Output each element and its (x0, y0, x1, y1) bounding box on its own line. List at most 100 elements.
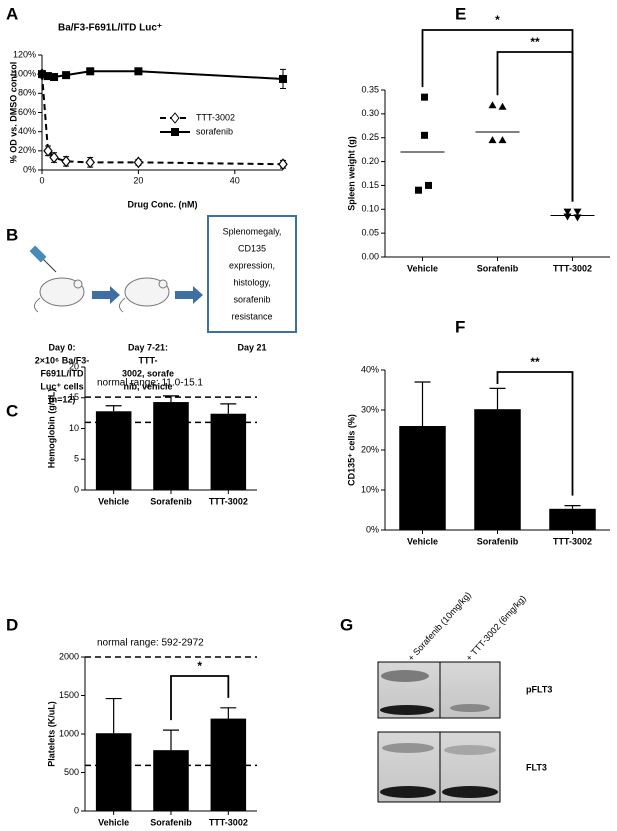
box-text: histology, (233, 277, 270, 287)
y-tick-label: 0.00 (361, 251, 379, 261)
point (563, 213, 572, 221)
lane-label: + Sorafenib (10mg/kg) (406, 590, 473, 663)
y-tick-label: 0.35 (361, 84, 379, 94)
point (62, 71, 71, 80)
x-tick-label: 0 (39, 175, 44, 185)
band (382, 743, 434, 753)
box-text: Splenomegaly, (223, 226, 282, 236)
y-tick-label: 0.15 (361, 180, 379, 190)
bar (210, 413, 247, 490)
legend-label: sorafenib (196, 126, 233, 136)
panel-letter: B (6, 225, 18, 244)
point (61, 155, 71, 168)
y-tick-label: 0.05 (361, 228, 379, 238)
y-tick-label: 40% (18, 126, 36, 136)
x-tick-label: Vehicle (407, 263, 438, 273)
y-tick-label: 80% (18, 88, 36, 98)
step-text: 2×10⁶ Ba/F3- (35, 355, 89, 365)
band (442, 786, 498, 798)
y-axis-label: Spleen weight (g) (346, 136, 356, 211)
box-text: sorafenib (233, 294, 270, 304)
x-tick-label: TTT-3002 (553, 536, 592, 546)
y-tick-label: 100% (13, 69, 36, 79)
point (421, 131, 428, 139)
step-text: F691L/ITD (40, 368, 84, 378)
x-axis-label: Drug Conc. (nM) (128, 199, 198, 209)
x-tick-label: Vehicle (98, 817, 129, 827)
significance-bracket (170, 675, 230, 721)
chart: F CD135⁺ cells (%) 0% 10% 20% 30% 40% Vehicle So… (346, 317, 610, 546)
y-tick-label: 0.10 (361, 204, 379, 214)
significance-label: ** (530, 35, 540, 49)
step-text: 3002, sorafe (122, 368, 174, 378)
outcome-box (207, 215, 297, 333)
x-tick-label: Sorafenib (150, 496, 192, 506)
x-tick-label: Sorafenib (477, 536, 519, 546)
x-tick-label: TTT-3002 (553, 263, 592, 273)
point (488, 101, 497, 109)
row-label: pFLT3 (526, 684, 552, 694)
error-bar (220, 403, 237, 414)
error-bar (564, 505, 581, 509)
y-tick-label: 0.30 (361, 108, 379, 118)
y-tick-label: 40% (361, 364, 379, 374)
panel-letter: F (455, 317, 465, 336)
point (50, 73, 59, 82)
error-bar (163, 395, 179, 403)
point (86, 67, 95, 76)
error-bar (105, 697, 122, 734)
point (498, 102, 507, 110)
diagram: B (6, 215, 297, 333)
panel-letter: G (340, 615, 353, 634)
panel-letter: A (6, 4, 18, 23)
panel-letter: D (6, 615, 18, 634)
y-tick-label: 1500 (59, 690, 79, 700)
box-text: resistance (231, 311, 272, 321)
y-tick-label: 2000 (59, 651, 79, 661)
error-bar (105, 405, 122, 412)
chart: E Spleen weight (g) 0.00 0.05 0.10 0.15 0.20 0.… (346, 4, 610, 273)
band (444, 745, 496, 755)
point (421, 93, 428, 101)
point (44, 72, 53, 81)
legend-marker (170, 112, 180, 124)
annotation: normal range: 592-2972 (97, 638, 204, 649)
step-text: Day 7-21: (128, 342, 168, 352)
bar (95, 733, 132, 811)
point (498, 136, 507, 144)
point (133, 156, 144, 169)
y-tick-label: 10 (69, 423, 79, 433)
point (134, 67, 143, 76)
legend-marker (171, 128, 179, 136)
y-tick-label: 20 (69, 361, 79, 371)
step-text: nib, vehicle (123, 381, 172, 391)
error-bar (414, 381, 431, 426)
band (380, 705, 434, 715)
y-axis-label: CD135⁺ cells (%) (346, 414, 356, 486)
y-tick-label: 0 (74, 805, 79, 815)
y-tick-label: 15 (69, 392, 79, 402)
significance-label: ** (530, 355, 540, 369)
chart: A Ba/F3-F691L/ITD Luc⁺ % OD vs. DMSO contr… (6, 4, 288, 209)
x-tick-label: TTT-3002 (209, 496, 248, 506)
bar (153, 750, 189, 811)
row-label: FLT3 (526, 762, 547, 772)
arrow (175, 286, 203, 304)
step-text: TTT- (139, 355, 158, 365)
y-tick-label: 0.25 (361, 132, 379, 142)
box-text: CD135 (238, 243, 266, 253)
bar (399, 426, 446, 530)
bar (210, 718, 247, 811)
box-text: expression, (229, 260, 275, 270)
bar (474, 409, 521, 530)
y-tick-label: 30% (361, 404, 379, 414)
error-bar (163, 729, 179, 751)
error-bar (220, 707, 237, 719)
chart-title: Ba/F3-F691L/ITD Luc⁺ (58, 23, 162, 34)
point (573, 208, 582, 216)
point (488, 136, 497, 144)
y-tick-label: 0 (74, 484, 79, 494)
y-tick-label: 0.20 (361, 156, 379, 166)
